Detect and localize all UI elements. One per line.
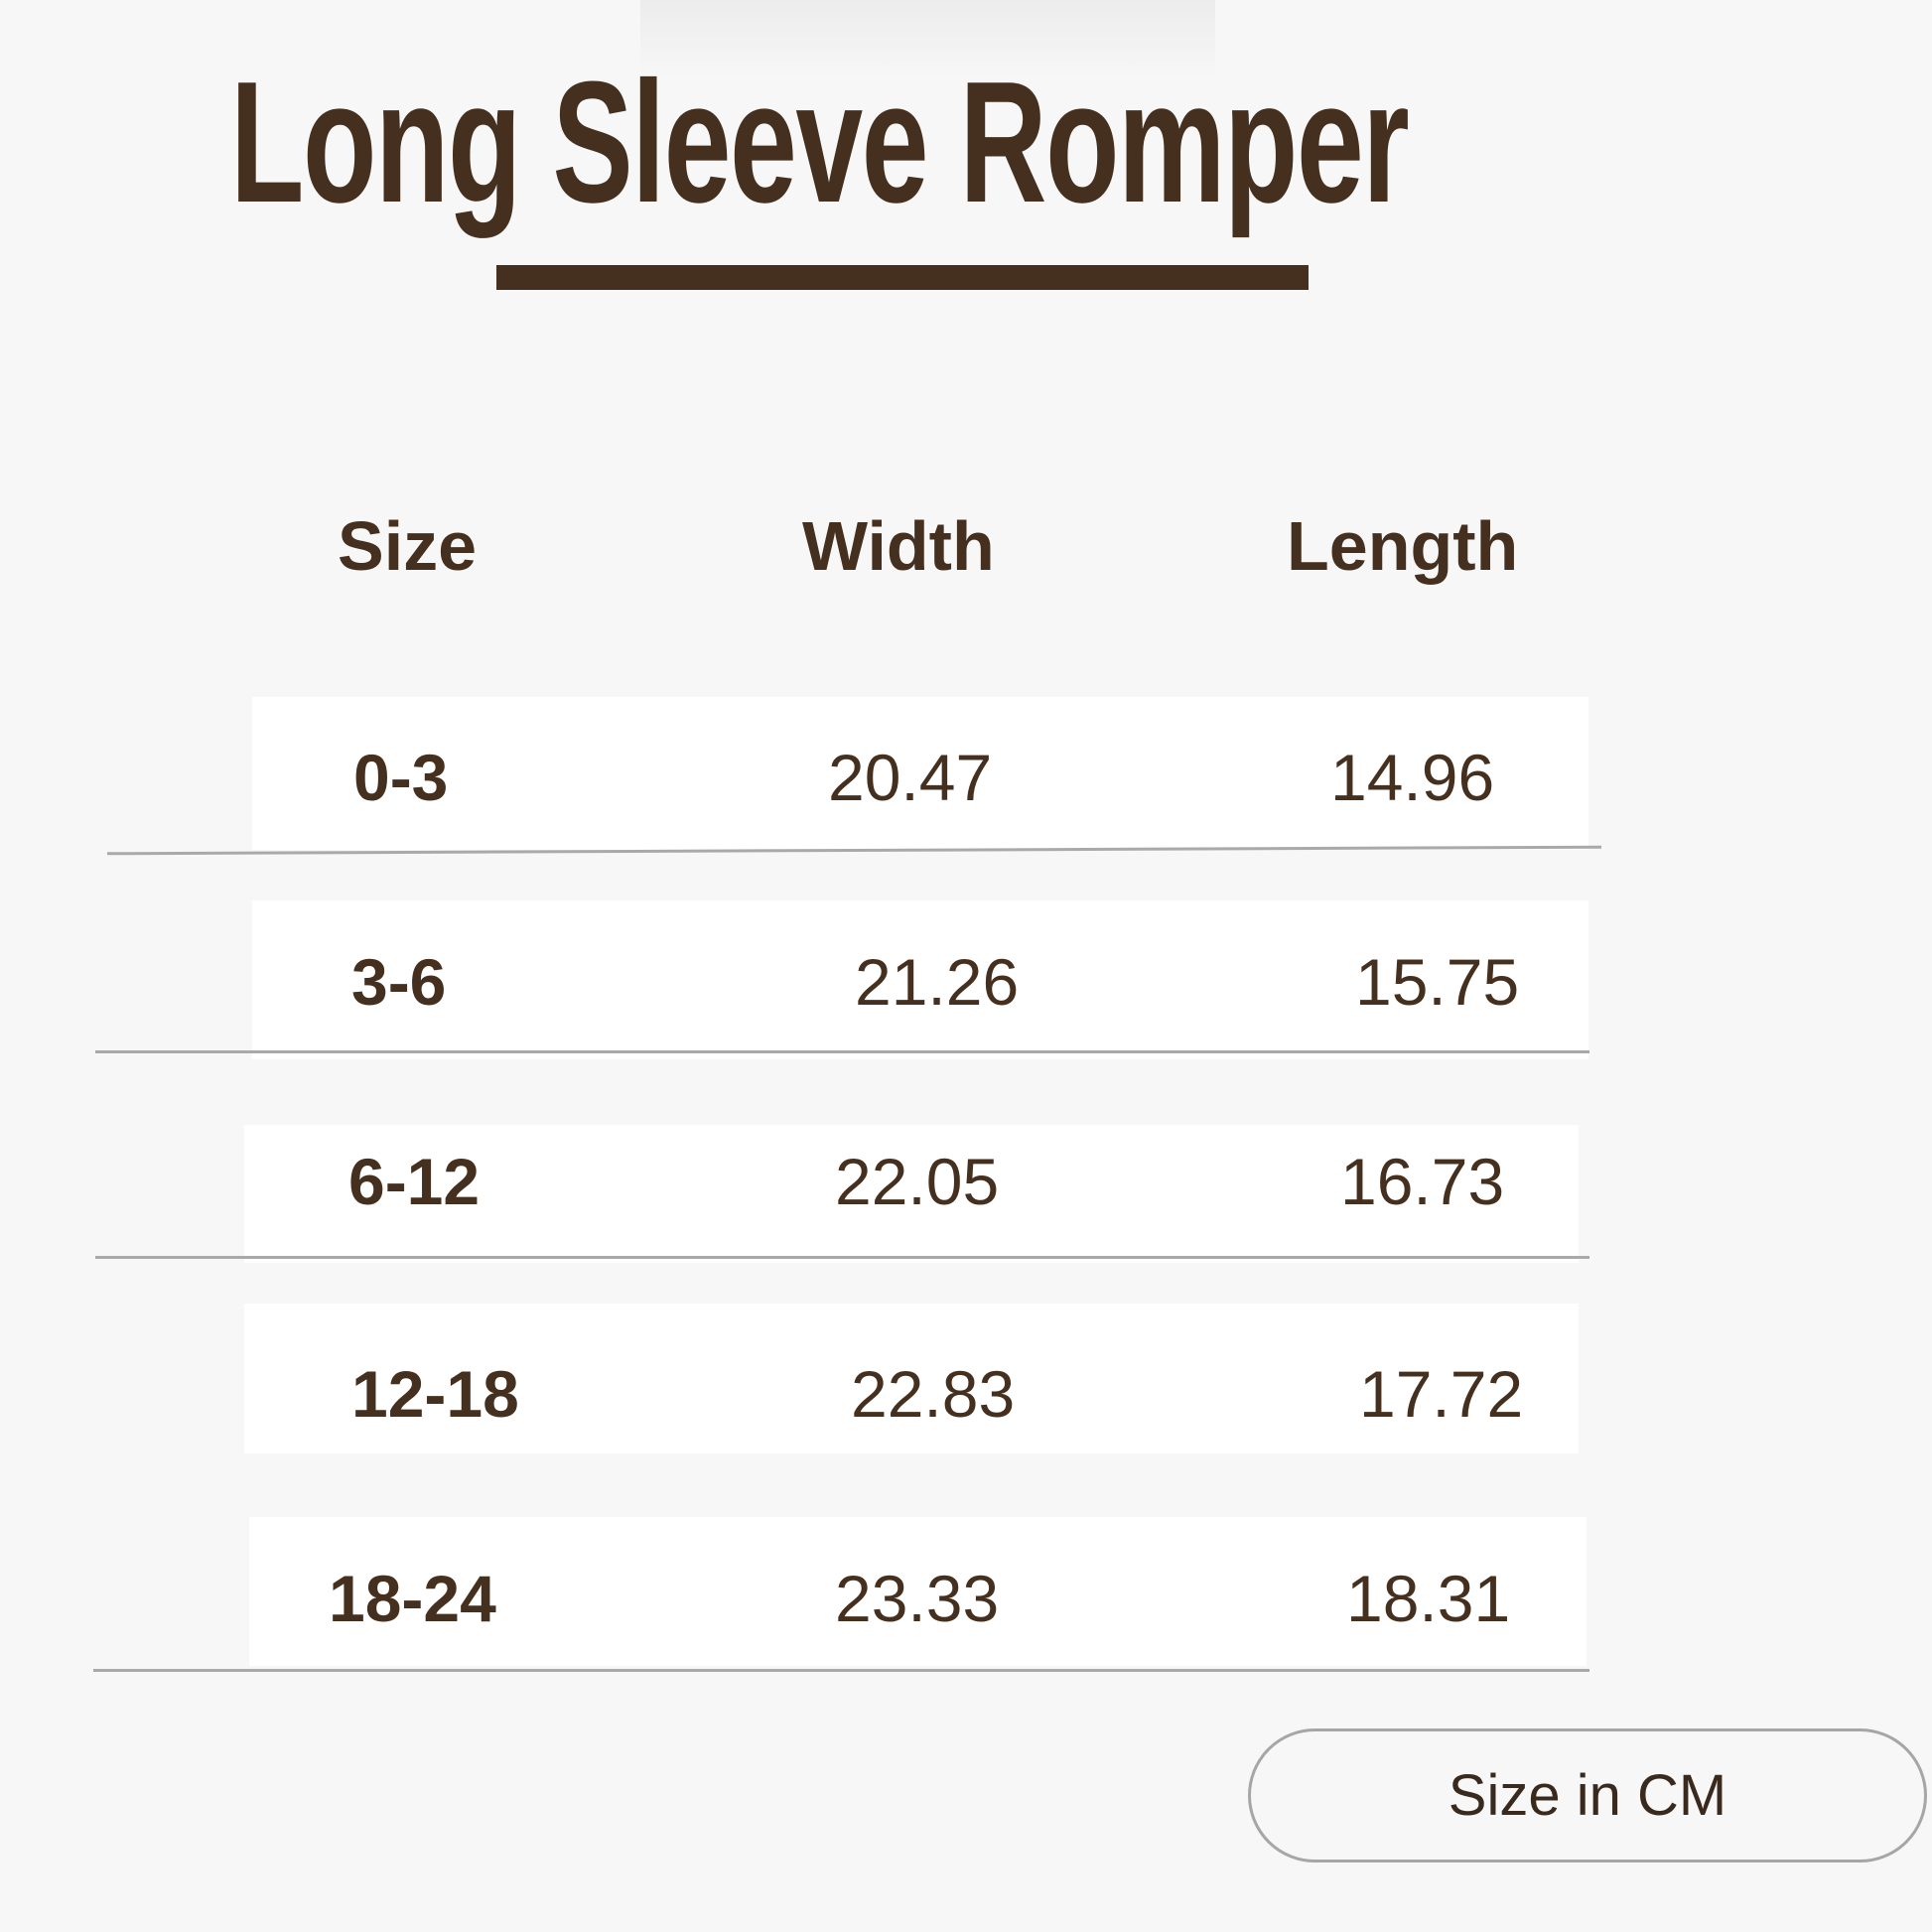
top-shadow-strip [640, 0, 1215, 79]
cell-length: 14.96 [1330, 741, 1495, 814]
header-length: Length [1287, 507, 1519, 585]
cell-size: 12-18 [351, 1357, 519, 1431]
cell-length: 18.31 [1346, 1562, 1511, 1635]
cell-length: 15.75 [1355, 945, 1520, 1019]
cell-length: 17.72 [1359, 1357, 1524, 1431]
cell-size: 6-12 [348, 1145, 481, 1218]
cell-width: 21.26 [855, 945, 1020, 1019]
row-divider [95, 1050, 1589, 1053]
title-underline [496, 265, 1309, 290]
table-row [252, 900, 1588, 1059]
header-width: Width [802, 507, 995, 585]
size-in-cm-label: Size in CM [1448, 1763, 1727, 1828]
cell-width: 22.05 [835, 1145, 1000, 1218]
size-in-cm-button[interactable]: Size in CM [1248, 1728, 1927, 1863]
row-divider [93, 1669, 1589, 1672]
cell-size: 3-6 [351, 945, 447, 1019]
table-row [244, 1125, 1579, 1263]
row-divider [95, 1256, 1589, 1259]
header-size: Size [338, 507, 478, 585]
cell-width: 22.83 [851, 1357, 1016, 1431]
cell-width: 20.47 [828, 741, 993, 814]
table-row [249, 1517, 1587, 1666]
cell-size: 18-24 [329, 1562, 496, 1635]
table-row [244, 1304, 1579, 1453]
cell-length: 16.73 [1340, 1145, 1505, 1218]
table-row [252, 697, 1588, 850]
page-title: Long Sleeve Romper [230, 45, 1410, 238]
cell-size: 0-3 [353, 741, 449, 814]
cell-width: 23.33 [835, 1562, 1000, 1635]
